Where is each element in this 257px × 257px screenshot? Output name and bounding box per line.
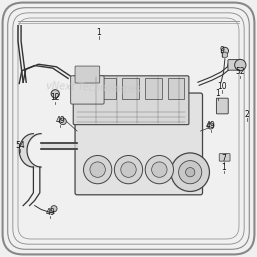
Text: 7: 7 (221, 153, 226, 163)
Text: 49: 49 (56, 116, 65, 125)
Text: vNext Technologies: vNext Technologies (46, 81, 141, 94)
Text: 52: 52 (235, 67, 245, 77)
Bar (122, 78, 139, 99)
FancyBboxPatch shape (216, 98, 228, 114)
Circle shape (121, 162, 136, 177)
Text: 12: 12 (51, 93, 60, 102)
Circle shape (90, 162, 105, 177)
Circle shape (208, 123, 214, 129)
Circle shape (51, 90, 59, 98)
FancyBboxPatch shape (75, 66, 100, 83)
Circle shape (186, 168, 195, 177)
Bar (100, 78, 116, 99)
Bar (168, 78, 184, 99)
Circle shape (60, 118, 66, 125)
Text: 1: 1 (221, 162, 226, 172)
Text: 9: 9 (220, 45, 225, 55)
FancyBboxPatch shape (3, 3, 254, 254)
Text: 49: 49 (45, 207, 55, 217)
FancyBboxPatch shape (228, 60, 241, 70)
Circle shape (171, 153, 209, 191)
Circle shape (51, 206, 57, 212)
Bar (145, 78, 162, 99)
FancyBboxPatch shape (73, 76, 189, 125)
Bar (77, 78, 94, 99)
Circle shape (84, 155, 112, 184)
Text: 49: 49 (206, 121, 216, 131)
Text: 1: 1 (97, 27, 101, 37)
Text: 2: 2 (244, 110, 249, 119)
Circle shape (145, 155, 173, 184)
FancyBboxPatch shape (75, 93, 203, 195)
Circle shape (152, 162, 167, 177)
Circle shape (221, 47, 228, 54)
Circle shape (179, 161, 202, 184)
Circle shape (235, 59, 246, 71)
FancyBboxPatch shape (71, 76, 104, 104)
Circle shape (114, 155, 143, 184)
FancyBboxPatch shape (219, 154, 230, 161)
Text: 54: 54 (15, 141, 25, 150)
Text: 1: 1 (216, 89, 220, 98)
Text: 10: 10 (217, 81, 226, 91)
